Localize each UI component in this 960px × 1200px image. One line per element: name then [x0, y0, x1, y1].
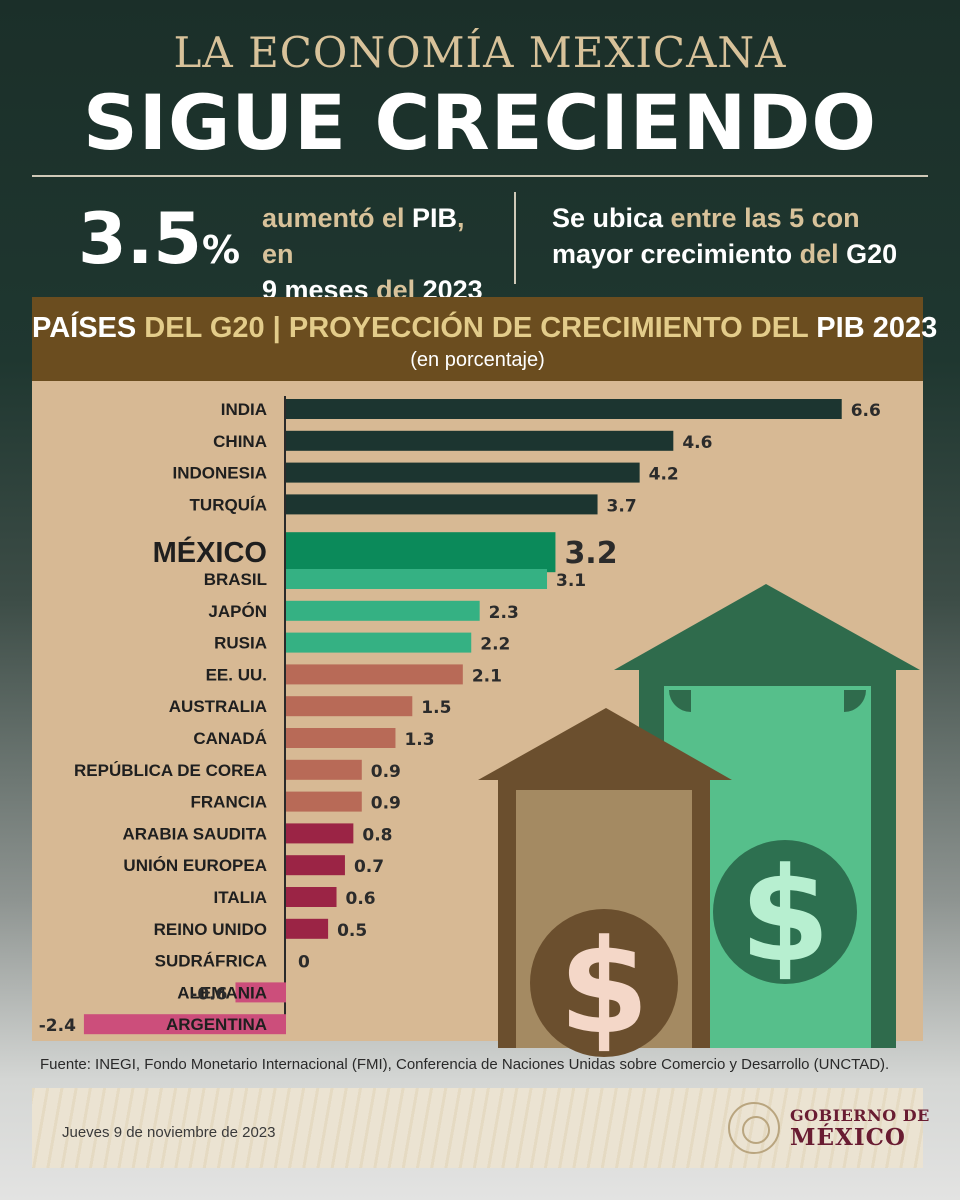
bar-19: [83, 1014, 286, 1035]
bar-10: [286, 728, 396, 748]
value-label: -2.4: [39, 1016, 76, 1036]
category-label: ARGENTINA: [166, 1015, 267, 1034]
bar-7: [286, 632, 472, 653]
rank-text-d: del: [799, 239, 847, 269]
chart-subtitle: (en porcentaje): [410, 349, 545, 371]
value-label: 1.3: [404, 730, 434, 750]
bar-18: [235, 982, 286, 1003]
category-label: EE. UU.: [206, 665, 267, 684]
bar-13: [286, 823, 354, 844]
value-label: 4.2: [649, 465, 679, 485]
chart-title-c: PROYECCIÓN DE CRECIMIENTO DEL: [288, 312, 817, 344]
category-label: REPÚBLICA DE COREA: [74, 761, 267, 780]
money-house-icon: $: [478, 708, 732, 1063]
category-label: REINO UNIDO: [154, 920, 267, 939]
value-label: 2.1: [472, 666, 502, 686]
header-divider: [32, 175, 928, 177]
bar-4: [286, 532, 556, 573]
bar-3: [286, 494, 598, 515]
category-label: UNIÓN EUROPEA: [123, 856, 267, 875]
value-label: 4.6: [682, 433, 712, 453]
stat-divider: [514, 192, 516, 284]
gdp-growth-unit: %: [202, 228, 241, 272]
bar-6: [286, 600, 480, 621]
bar-14: [286, 855, 345, 876]
value-label: 6.6: [851, 401, 881, 421]
chart-title-d: PIB 2023: [816, 312, 938, 344]
dollar-sign-icon: $: [740, 839, 830, 991]
bar-5: [286, 569, 548, 589]
category-label: ALEMANIA: [177, 983, 267, 1002]
value-label: 2.3: [489, 603, 519, 623]
publication-date: Jueves 9 de noviembre de 2023: [62, 1124, 276, 1141]
chart-title: PAÍSES DEL G20 | PROYECCIÓN DE CRECIMIEN…: [32, 312, 937, 345]
category-label: INDIA: [221, 400, 267, 419]
value-label: 0.7: [354, 857, 384, 877]
stat-text-a: aumentó el: [262, 203, 413, 233]
gdp-growth-value: 3.5: [78, 198, 203, 280]
bar-12: [286, 791, 362, 812]
kicker: LA ECONOMÍA MEXICANA: [173, 28, 787, 77]
category-label: FRANCIA: [191, 793, 268, 812]
bar-1: [286, 430, 674, 451]
category-label: CANADÁ: [193, 729, 267, 748]
bar-2: [286, 462, 640, 483]
dollar-sign-icon: $: [559, 911, 649, 1063]
category-label: ITALIA: [213, 888, 267, 907]
value-label: 0.9: [371, 762, 401, 782]
category-label: CHINA: [213, 432, 267, 451]
value-label: -0.6: [190, 984, 227, 1004]
category-label: AUSTRALIA: [169, 697, 267, 716]
chart-panel-header: [32, 297, 923, 381]
value-label: 2.2: [480, 635, 510, 655]
source-note: Fuente: INEGI, Fondo Monetario Internaci…: [40, 1056, 890, 1073]
category-label: ARABIA SAUDITA: [123, 824, 268, 843]
bar-8: [286, 664, 463, 685]
stat-text-c: , en: [262, 203, 465, 269]
value-label: 3.7: [607, 496, 637, 516]
ranking-description: Se ubica entre las 5 con mayor crecimient…: [552, 200, 912, 272]
category-label: RUSIA: [214, 634, 267, 653]
value-label: 0.8: [362, 825, 392, 845]
chart-title-b: DEL G20 |: [144, 312, 289, 344]
value-label: 3.2: [564, 536, 617, 571]
value-label: 1.5: [421, 698, 451, 718]
stat-text-b: PIB: [412, 203, 458, 233]
headline: SIGUE CRECIENDO: [83, 78, 877, 167]
gov-logo-line2: MÉXICO: [790, 1124, 906, 1151]
category-label: SUDRÁFRICA: [155, 952, 267, 971]
gdp-growth-stat: 3.5%: [78, 196, 240, 293]
bar-11: [286, 759, 362, 780]
value-label: 0.9: [371, 794, 401, 814]
bar-0: [286, 399, 842, 419]
bar-15: [286, 887, 337, 907]
rank-text-c: mayor crecimiento: [552, 239, 800, 269]
rank-text-e: G20: [846, 239, 898, 269]
category-label: INDONESIA: [173, 464, 267, 483]
category-label: MÉXICO: [153, 535, 267, 569]
government-seal-icon: [728, 1102, 780, 1154]
gov-logo-line1: GOBIERNO DE: [790, 1106, 930, 1125]
chart-title-a: PAÍSES: [32, 312, 145, 344]
rank-text-a: Se ubica: [552, 203, 671, 233]
value-label: 0.5: [337, 921, 367, 941]
value-label: 0: [298, 953, 310, 973]
bar-16: [286, 918, 329, 939]
value-label: 3.1: [556, 571, 586, 591]
rank-text-b: entre las 5 con: [670, 203, 860, 233]
bar-9: [286, 696, 413, 717]
category-label: TURQUÍA: [190, 495, 267, 514]
category-label: JAPÓN: [208, 602, 267, 621]
value-label: 0.6: [346, 889, 376, 909]
category-label: BRASIL: [204, 570, 267, 589]
